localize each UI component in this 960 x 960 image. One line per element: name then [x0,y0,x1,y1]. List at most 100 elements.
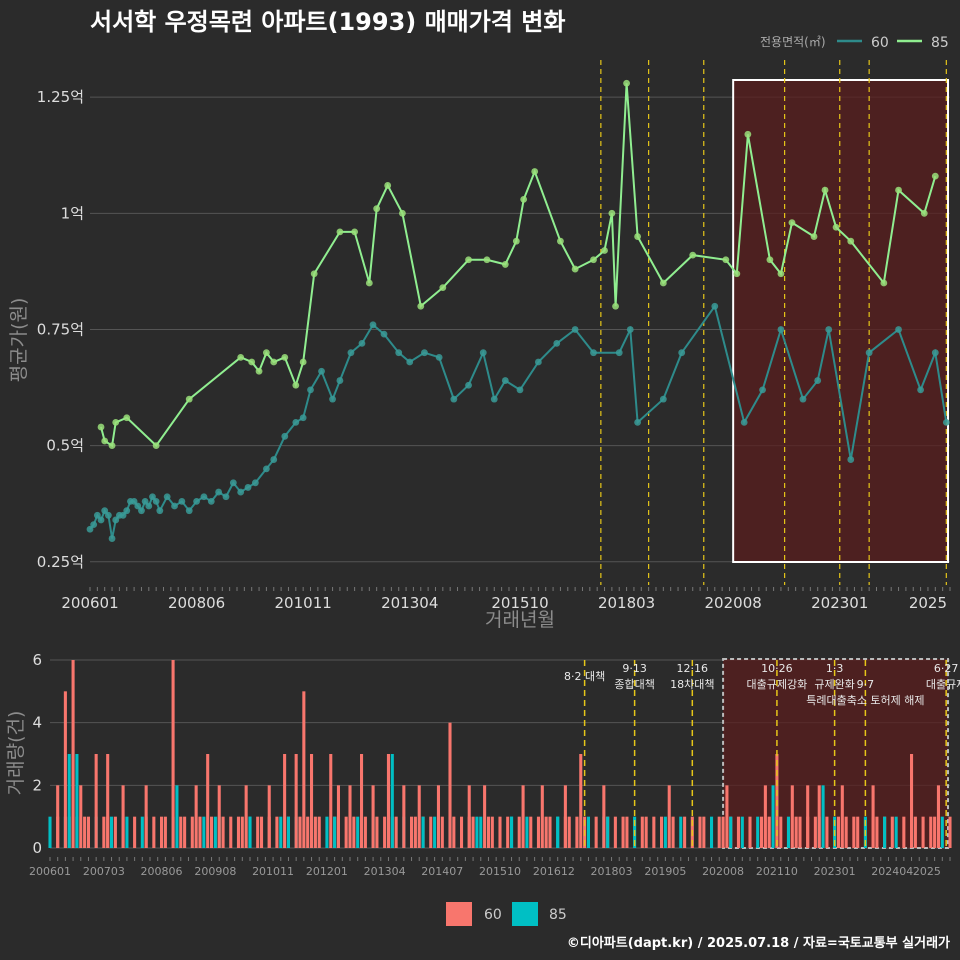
bar-60 [806,785,810,848]
bar-60 [483,785,487,848]
series-point-60 [759,386,766,394]
bar-85 [883,816,887,848]
price-panel: 0.25억 0.5억 0.75억 1억 1.25억 200601 200806 201011 2… [37,60,951,612]
bar-60 [217,785,221,848]
bar-base-60 [440,816,444,848]
chart-title: 서서학 우정목련 아파트(1993) 매매가격 변화 [90,8,565,36]
bar-base-60 [760,816,764,848]
top-x-tick-label: 2025 [909,594,947,612]
series-point-85 [237,353,245,361]
series-point-85 [465,256,472,264]
series-point-85 [722,256,730,264]
series-point-60 [138,507,145,515]
bar-60 [244,785,248,848]
bar-base-60 [921,816,925,848]
series-point-85 [895,186,902,194]
policy-annotation: 1·3 [826,662,844,675]
bar-base-60 [640,816,644,848]
series-point-60 [97,516,105,524]
series-point-85 [766,256,774,264]
top-x-tick-label: 202008 [705,594,762,612]
bar-base-85 [140,816,144,848]
bar-base-60 [852,816,856,848]
series-point-60 [799,395,807,403]
bar-base-85 [48,816,52,848]
top-y-tick-label: 0.75억 [37,320,84,338]
legend-top: 전용면적(㎡) 60 85 [760,35,949,51]
series-point-60 [263,465,270,473]
series-point-85 [292,381,300,389]
series-point-85 [112,418,120,426]
series-point-85 [101,437,109,445]
bar-60 [725,785,729,848]
series-point-60 [185,507,193,515]
bar-85 [771,785,775,848]
bar-base-60 [506,816,510,848]
bar-85 [390,754,394,848]
series-point-60 [553,340,561,347]
bottom-x-tick-label: 200806 [141,865,183,878]
bar-base-60 [490,816,494,848]
bar-60 [79,785,83,848]
bar-base-60 [548,816,552,848]
bar-base-60 [179,816,183,848]
series-point-60 [149,493,156,501]
series-point-85 [531,168,539,175]
footer-credit: ©디아파트(dapt.kr) / 2025.07.18 / 자료=국토교통부 실… [567,935,950,951]
bottom-x-tick-label: 201510 [479,865,521,878]
policy-annotation: 18차대책 [670,678,714,691]
bar-base-60 [190,816,194,848]
bottom-y-tick-label: 2 [32,776,42,794]
bar-60 [667,785,671,848]
series-point-85 [281,353,289,361]
bar-base-60 [152,816,156,848]
bar-base-60 [86,816,90,848]
legend-bottom-swatch-60 [446,902,472,926]
bar-base-60 [183,816,187,848]
bar-60 [436,785,440,848]
bar-base-85 [525,816,529,848]
series-point-85 [608,209,616,217]
bar-60 [402,785,406,848]
series-point-60 [395,349,403,357]
bottom-x-tick-label: 200908 [194,865,236,878]
bar-60 [121,785,125,848]
series-point-85 [336,228,344,236]
bar-base-60 [844,816,848,848]
bar-85 [475,816,479,848]
top-x-tick-label: 201304 [381,594,438,612]
top-y-tick-label: 0.5억 [46,437,84,455]
bar-base-60 [163,816,167,848]
bar-base-60 [748,816,752,848]
series-point-60 [112,516,120,524]
bar-base-85 [786,816,790,848]
bar-base-85 [125,816,129,848]
bar-base-60 [160,816,164,848]
series-point-60 [134,502,142,510]
top-x-tick-label: 200601 [61,594,118,612]
bottom-x-tick-label: 201803 [591,865,633,878]
series-point-60 [90,521,98,529]
series-point-60 [229,479,237,487]
bar-60 [521,785,525,848]
bottom-x-tick-label: 200703 [83,865,125,878]
bar-base-60 [486,816,490,848]
bar-85 [821,785,825,848]
top-x-tick-label: 201510 [491,594,548,612]
bar-base-85 [586,816,590,848]
bar-base-60 [702,816,706,848]
legend-top-label-85: 85 [931,35,949,51]
series-point-60 [281,432,289,440]
bar-85 [110,816,114,848]
bar-base-85 [894,816,898,848]
series-point-60 [318,367,325,375]
bar-60 [763,785,767,848]
series-point-60 [825,326,833,333]
series-point-60 [740,418,748,426]
bar-85 [606,816,610,848]
series-point-60 [479,349,487,357]
series-point-60 [711,302,719,310]
series-point-60 [369,321,377,329]
bottom-x-tick-label: 202008 [702,865,744,878]
